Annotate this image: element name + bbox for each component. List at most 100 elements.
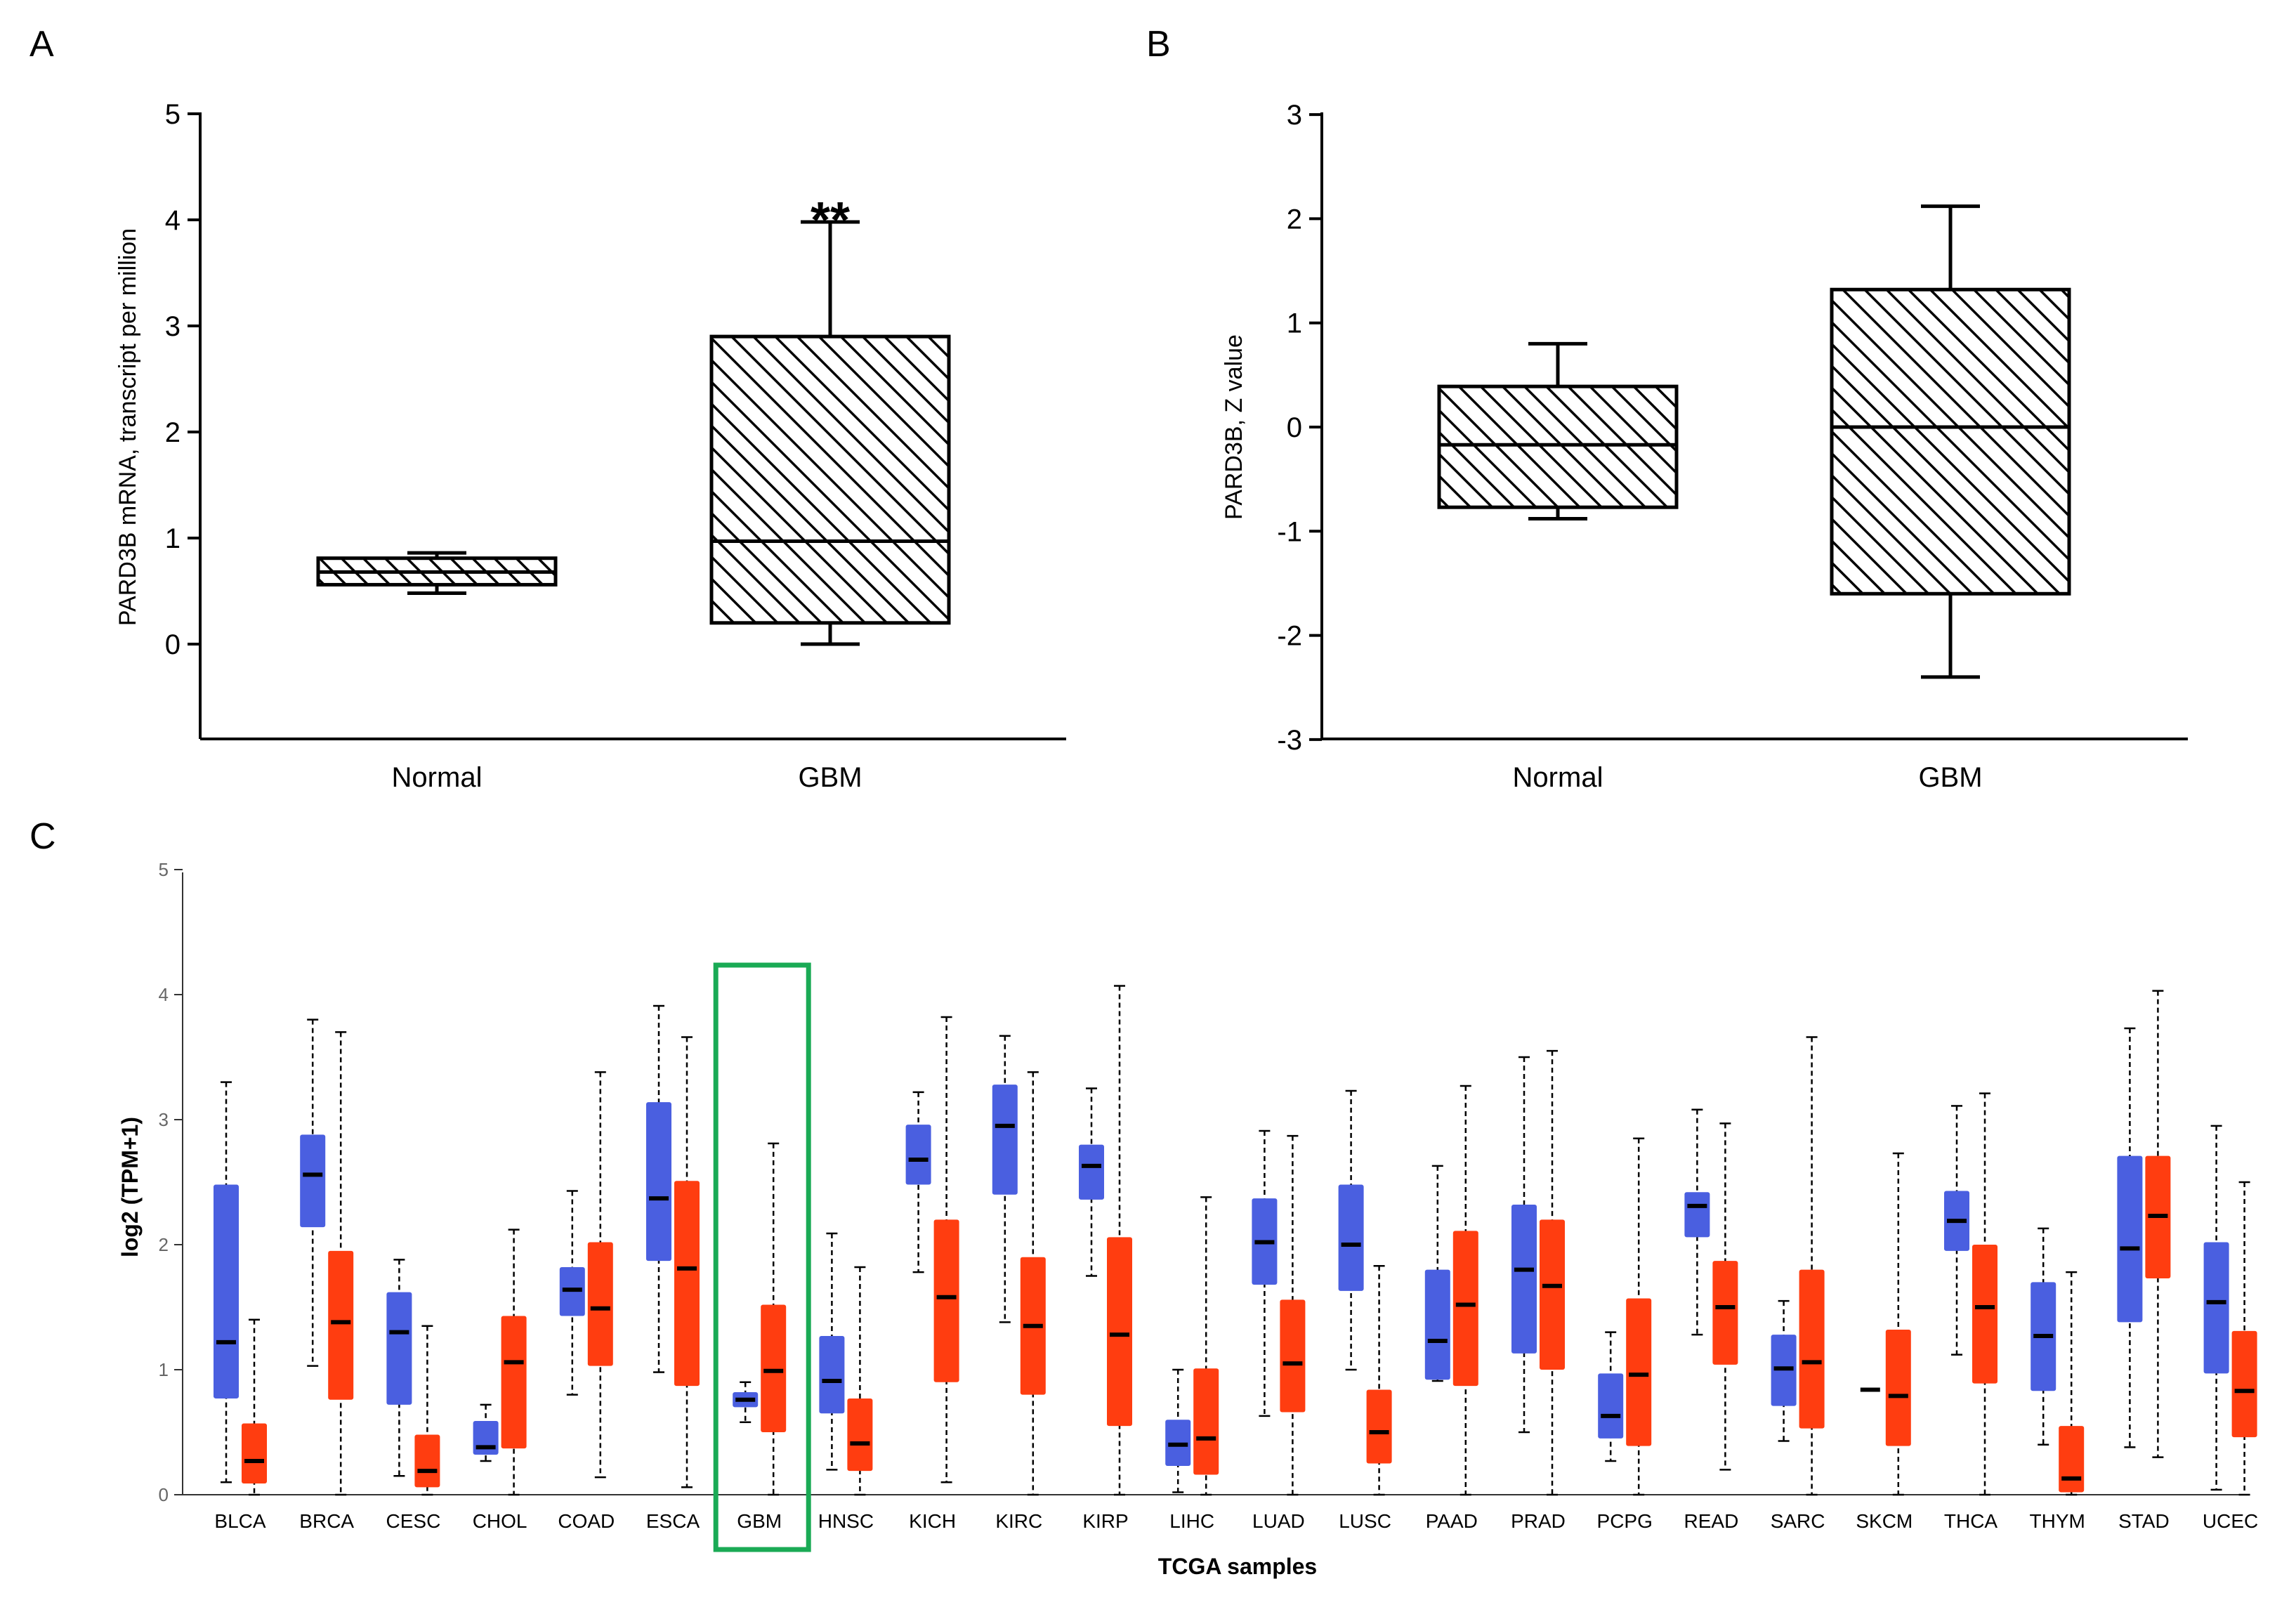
chart-c-category-label: HNSC xyxy=(818,1510,874,1532)
chart-c-box-normal-brca xyxy=(300,1134,326,1228)
chart-c-box-tumor-thca xyxy=(1972,1245,1997,1384)
chart-c-box-tumor-kich xyxy=(933,1219,959,1382)
chart-c-category-label: CESC xyxy=(386,1510,441,1532)
chart-a-category-label: GBM xyxy=(798,762,862,793)
chart-c-category-label: LIHC xyxy=(1169,1510,1214,1532)
chart-b-y-tick-label: 1 xyxy=(1287,308,1302,339)
chart-b-box-normal xyxy=(1437,384,1679,509)
chart-c-box-normal-blca xyxy=(214,1184,239,1398)
chart-c-box-tumor-prad xyxy=(1540,1219,1565,1370)
panel-c-label: C xyxy=(29,816,56,857)
chart-c-y-label: log2 (TPM+1) xyxy=(117,1117,143,1257)
chart-b-y-tick-label: -1 xyxy=(1277,516,1302,547)
chart-a: PARD3B mRNA, transcript per million 0 1 2 3… xyxy=(114,99,1066,793)
chart-c-category-label: SKCM xyxy=(1856,1510,1913,1532)
chart-c-category-label: BLCA xyxy=(214,1510,265,1532)
chart-b: PARD3B, Z value -3 -2 -1 0 1 2 3 Normal GBM xyxy=(1221,100,2188,793)
panel-a-label: A xyxy=(29,24,54,65)
chart-c-box-tumor-thym xyxy=(2059,1426,2085,1493)
chart-c-box-tumor-hnsc xyxy=(847,1398,873,1472)
chart-c-category-label: GBM xyxy=(737,1510,782,1532)
chart-c-box-tumor-luad xyxy=(1280,1299,1306,1413)
chart-c-box-tumor-cesc xyxy=(414,1434,440,1488)
chart-c-box-tumor-kirp xyxy=(1107,1237,1132,1427)
chart-c-box-normal-pcpg xyxy=(1598,1373,1624,1439)
chart-c-highlight-box xyxy=(713,962,811,1552)
chart-c-y-tick-label: 4 xyxy=(159,984,169,1005)
chart-c-box-normal-paad xyxy=(1424,1269,1450,1380)
chart-c-category-label: KICH xyxy=(909,1510,956,1532)
chart-c-box-tumor-coad xyxy=(587,1242,613,1366)
chart-a-y-tick-label: 4 xyxy=(165,205,181,236)
chart-c-category-label: KIRC xyxy=(995,1510,1042,1532)
chart-c-box-normal-cesc xyxy=(386,1292,412,1405)
chart-c-category-label: PCPG xyxy=(1597,1510,1653,1532)
chart-c-box-tumor-blca xyxy=(242,1423,267,1483)
chart-c-category-label: PRAD xyxy=(1511,1510,1566,1532)
chart-b-y-tick-label: 3 xyxy=(1287,100,1302,131)
chart-c-category-label: LUAD xyxy=(1252,1510,1305,1532)
chart-c-box-normal-ucec xyxy=(2203,1242,2229,1374)
chart-b-y-tick-label: -2 xyxy=(1277,621,1302,652)
chart-c-box-tumor-lusc xyxy=(1366,1389,1392,1464)
chart-a-y-label: PARD3B mRNA, transcript per million xyxy=(114,228,141,626)
chart-c-box-normal-hnsc xyxy=(819,1335,845,1414)
chart-c-category-label: LUSC xyxy=(1339,1510,1391,1532)
panel-b-label: B xyxy=(1146,24,1171,65)
chart-c: log2 (TPM+1) TCGA samples 0 1 2 3 4 5 BLCA BRCA… xyxy=(117,859,2258,1579)
chart-c-box-normal-lusc xyxy=(1338,1184,1364,1291)
chart-a-y-tick-label: 3 xyxy=(165,311,181,342)
chart-c-box-normal-read xyxy=(1684,1192,1710,1238)
chart-c-category-label: THYM xyxy=(2030,1510,2085,1532)
chart-a-box-gbm xyxy=(709,334,951,625)
chart-c-box-normal-stad xyxy=(2117,1155,2143,1323)
chart-c-category-label: BRCA xyxy=(299,1510,354,1532)
chart-c-category-label: SARC xyxy=(1771,1510,1825,1532)
chart-c-category-label: PAAD xyxy=(1426,1510,1478,1532)
chart-c-category-label: READ xyxy=(1684,1510,1739,1532)
chart-a-y-tick-label: 1 xyxy=(165,523,181,554)
chart-c-box-normal-kich xyxy=(905,1125,931,1185)
chart-a-category-label: Normal xyxy=(392,762,483,793)
chart-c-y-tick-label: 3 xyxy=(159,1109,169,1130)
chart-c-box-tumor-brca xyxy=(328,1250,354,1400)
chart-c-box-tumor-chol xyxy=(501,1316,527,1449)
chart-b-y-tick-label: 0 xyxy=(1287,412,1302,443)
chart-c-category-label: COAD xyxy=(558,1510,615,1532)
chart-c-category-label: KIRP xyxy=(1082,1510,1128,1532)
chart-c-box-normal-chol xyxy=(473,1420,499,1455)
chart-c-box-tumor-read xyxy=(1712,1261,1738,1365)
chart-c-box-normal-prad xyxy=(1511,1205,1537,1354)
chart-c-box-normal-kirp xyxy=(1079,1144,1104,1200)
chart-a-significance-mark: ** xyxy=(811,192,850,249)
chart-c-box-tumor-gbm xyxy=(761,1304,787,1432)
chart-c-box-tumor-ucec xyxy=(2231,1330,2257,1438)
chart-c-box-tumor-esca xyxy=(674,1181,700,1387)
chart-c-box-tumor-skcm xyxy=(1885,1330,1911,1446)
chart-c-y-tick-label: 5 xyxy=(159,859,169,880)
chart-b-y-tick-label: -3 xyxy=(1277,725,1302,756)
chart-b-category-label: Normal xyxy=(1513,762,1603,793)
chart-c-y-tick-label: 2 xyxy=(159,1234,169,1255)
chart-c-box-tumor-sarc xyxy=(1799,1269,1825,1429)
chart-b-y-label: PARD3B, Z value xyxy=(1221,334,1247,520)
chart-a-y-tick-label: 5 xyxy=(165,99,181,130)
chart-c-category-label: ESCA xyxy=(646,1510,700,1532)
chart-a-y-tick-label: 0 xyxy=(165,629,181,660)
chart-b-category-label: GBM xyxy=(1918,762,1982,793)
chart-c-category-label: STAD xyxy=(2118,1510,2170,1532)
chart-a-y-tick-label: 2 xyxy=(165,417,181,448)
chart-c-y-tick-label: 0 xyxy=(159,1484,169,1505)
chart-c-box-tumor-paad xyxy=(1452,1231,1478,1387)
chart-c-category-label: THCA xyxy=(1944,1510,1998,1532)
chart-c-box-tumor-lihc xyxy=(1193,1368,1219,1475)
chart-c-box-normal-kirc xyxy=(992,1085,1018,1195)
chart-c-x-label: TCGA samples xyxy=(1158,1554,1317,1579)
chart-c-box-normal-esca xyxy=(646,1102,671,1262)
chart-c-category-label: CHOL xyxy=(473,1510,527,1532)
chart-c-y-tick-label: 1 xyxy=(159,1359,169,1380)
chart-b-box-gbm xyxy=(1830,287,2071,596)
chart-c-category-label: UCEC xyxy=(2203,1510,2258,1532)
chart-c-box-tumor-pcpg xyxy=(1626,1298,1652,1446)
